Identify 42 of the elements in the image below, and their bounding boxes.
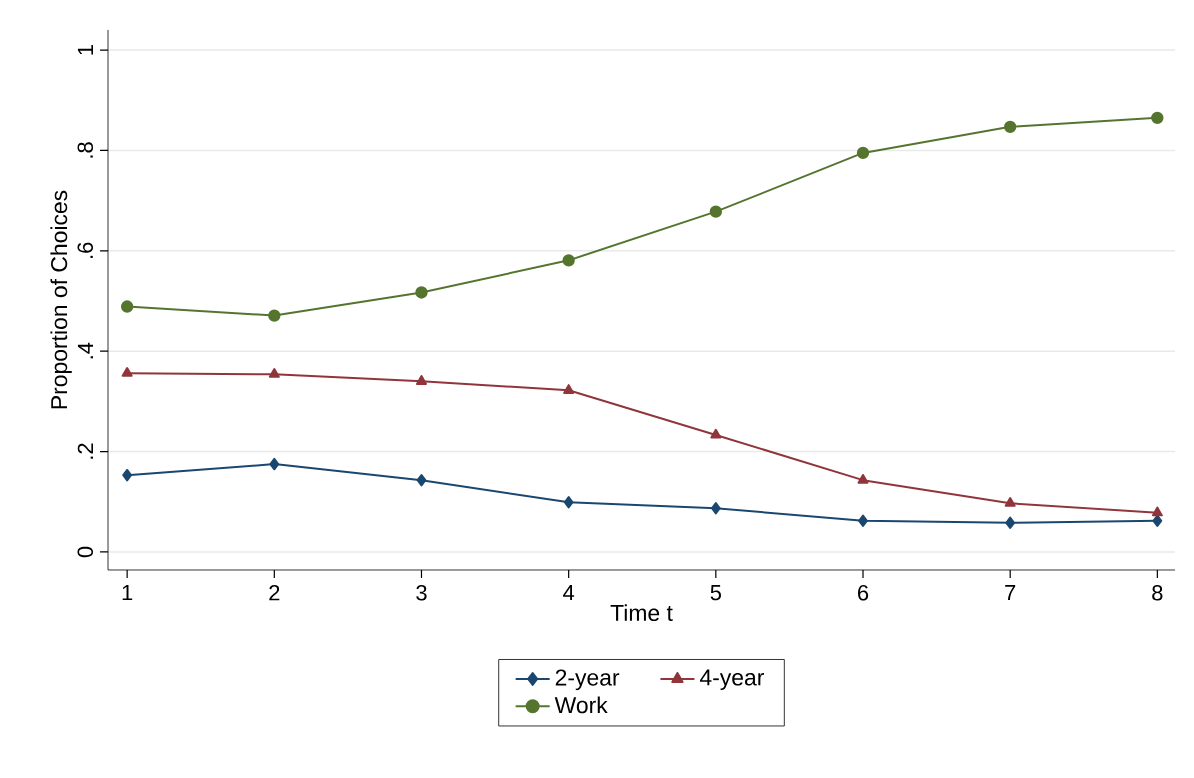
- y-tick-label: .6: [77, 242, 93, 258]
- x-axis-title: Time t: [610, 604, 673, 622]
- y-tick-label: .4: [77, 342, 93, 359]
- point: [710, 502, 721, 515]
- legend-label: Work: [554, 696, 608, 714]
- point: [1151, 111, 1164, 124]
- point: [416, 473, 427, 487]
- y-tick-label: .2: [77, 443, 93, 459]
- point: [269, 457, 280, 471]
- legend-label: 4-year: [699, 669, 764, 691]
- point: [562, 254, 575, 267]
- x-tick-label: 1: [122, 585, 133, 601]
- point: [415, 286, 428, 299]
- point: [563, 384, 575, 394]
- y-tick-label: .8: [77, 142, 93, 158]
- point: [1004, 120, 1017, 134]
- point: [268, 309, 281, 322]
- point: [1005, 516, 1016, 529]
- point: [710, 428, 722, 439]
- point: [121, 367, 133, 377]
- x-tick-label: 2: [269, 585, 280, 601]
- point: [858, 514, 868, 527]
- y-tick-label: 0: [77, 546, 93, 558]
- x-tick-label: 6: [858, 585, 869, 601]
- point: [120, 300, 134, 313]
- legend-label: 2-year: [555, 669, 620, 691]
- point: [563, 496, 574, 509]
- y-tick-label: 1: [77, 45, 93, 55]
- x-tick-label: 4: [563, 585, 575, 601]
- point: [268, 368, 280, 378]
- point: [416, 375, 427, 385]
- point: [857, 473, 869, 484]
- point: [709, 205, 723, 218]
- y-axis-title: Proportion of Choices: [50, 190, 72, 409]
- point: [856, 146, 870, 160]
- x-tick-label: 3: [416, 585, 427, 601]
- x-tick-label: 5: [710, 585, 721, 601]
- x-tick-label: 8: [1152, 585, 1163, 601]
- point: [1004, 497, 1016, 507]
- x-tick-label: 7: [1005, 585, 1016, 601]
- point: [1151, 506, 1163, 517]
- point: [122, 468, 133, 482]
